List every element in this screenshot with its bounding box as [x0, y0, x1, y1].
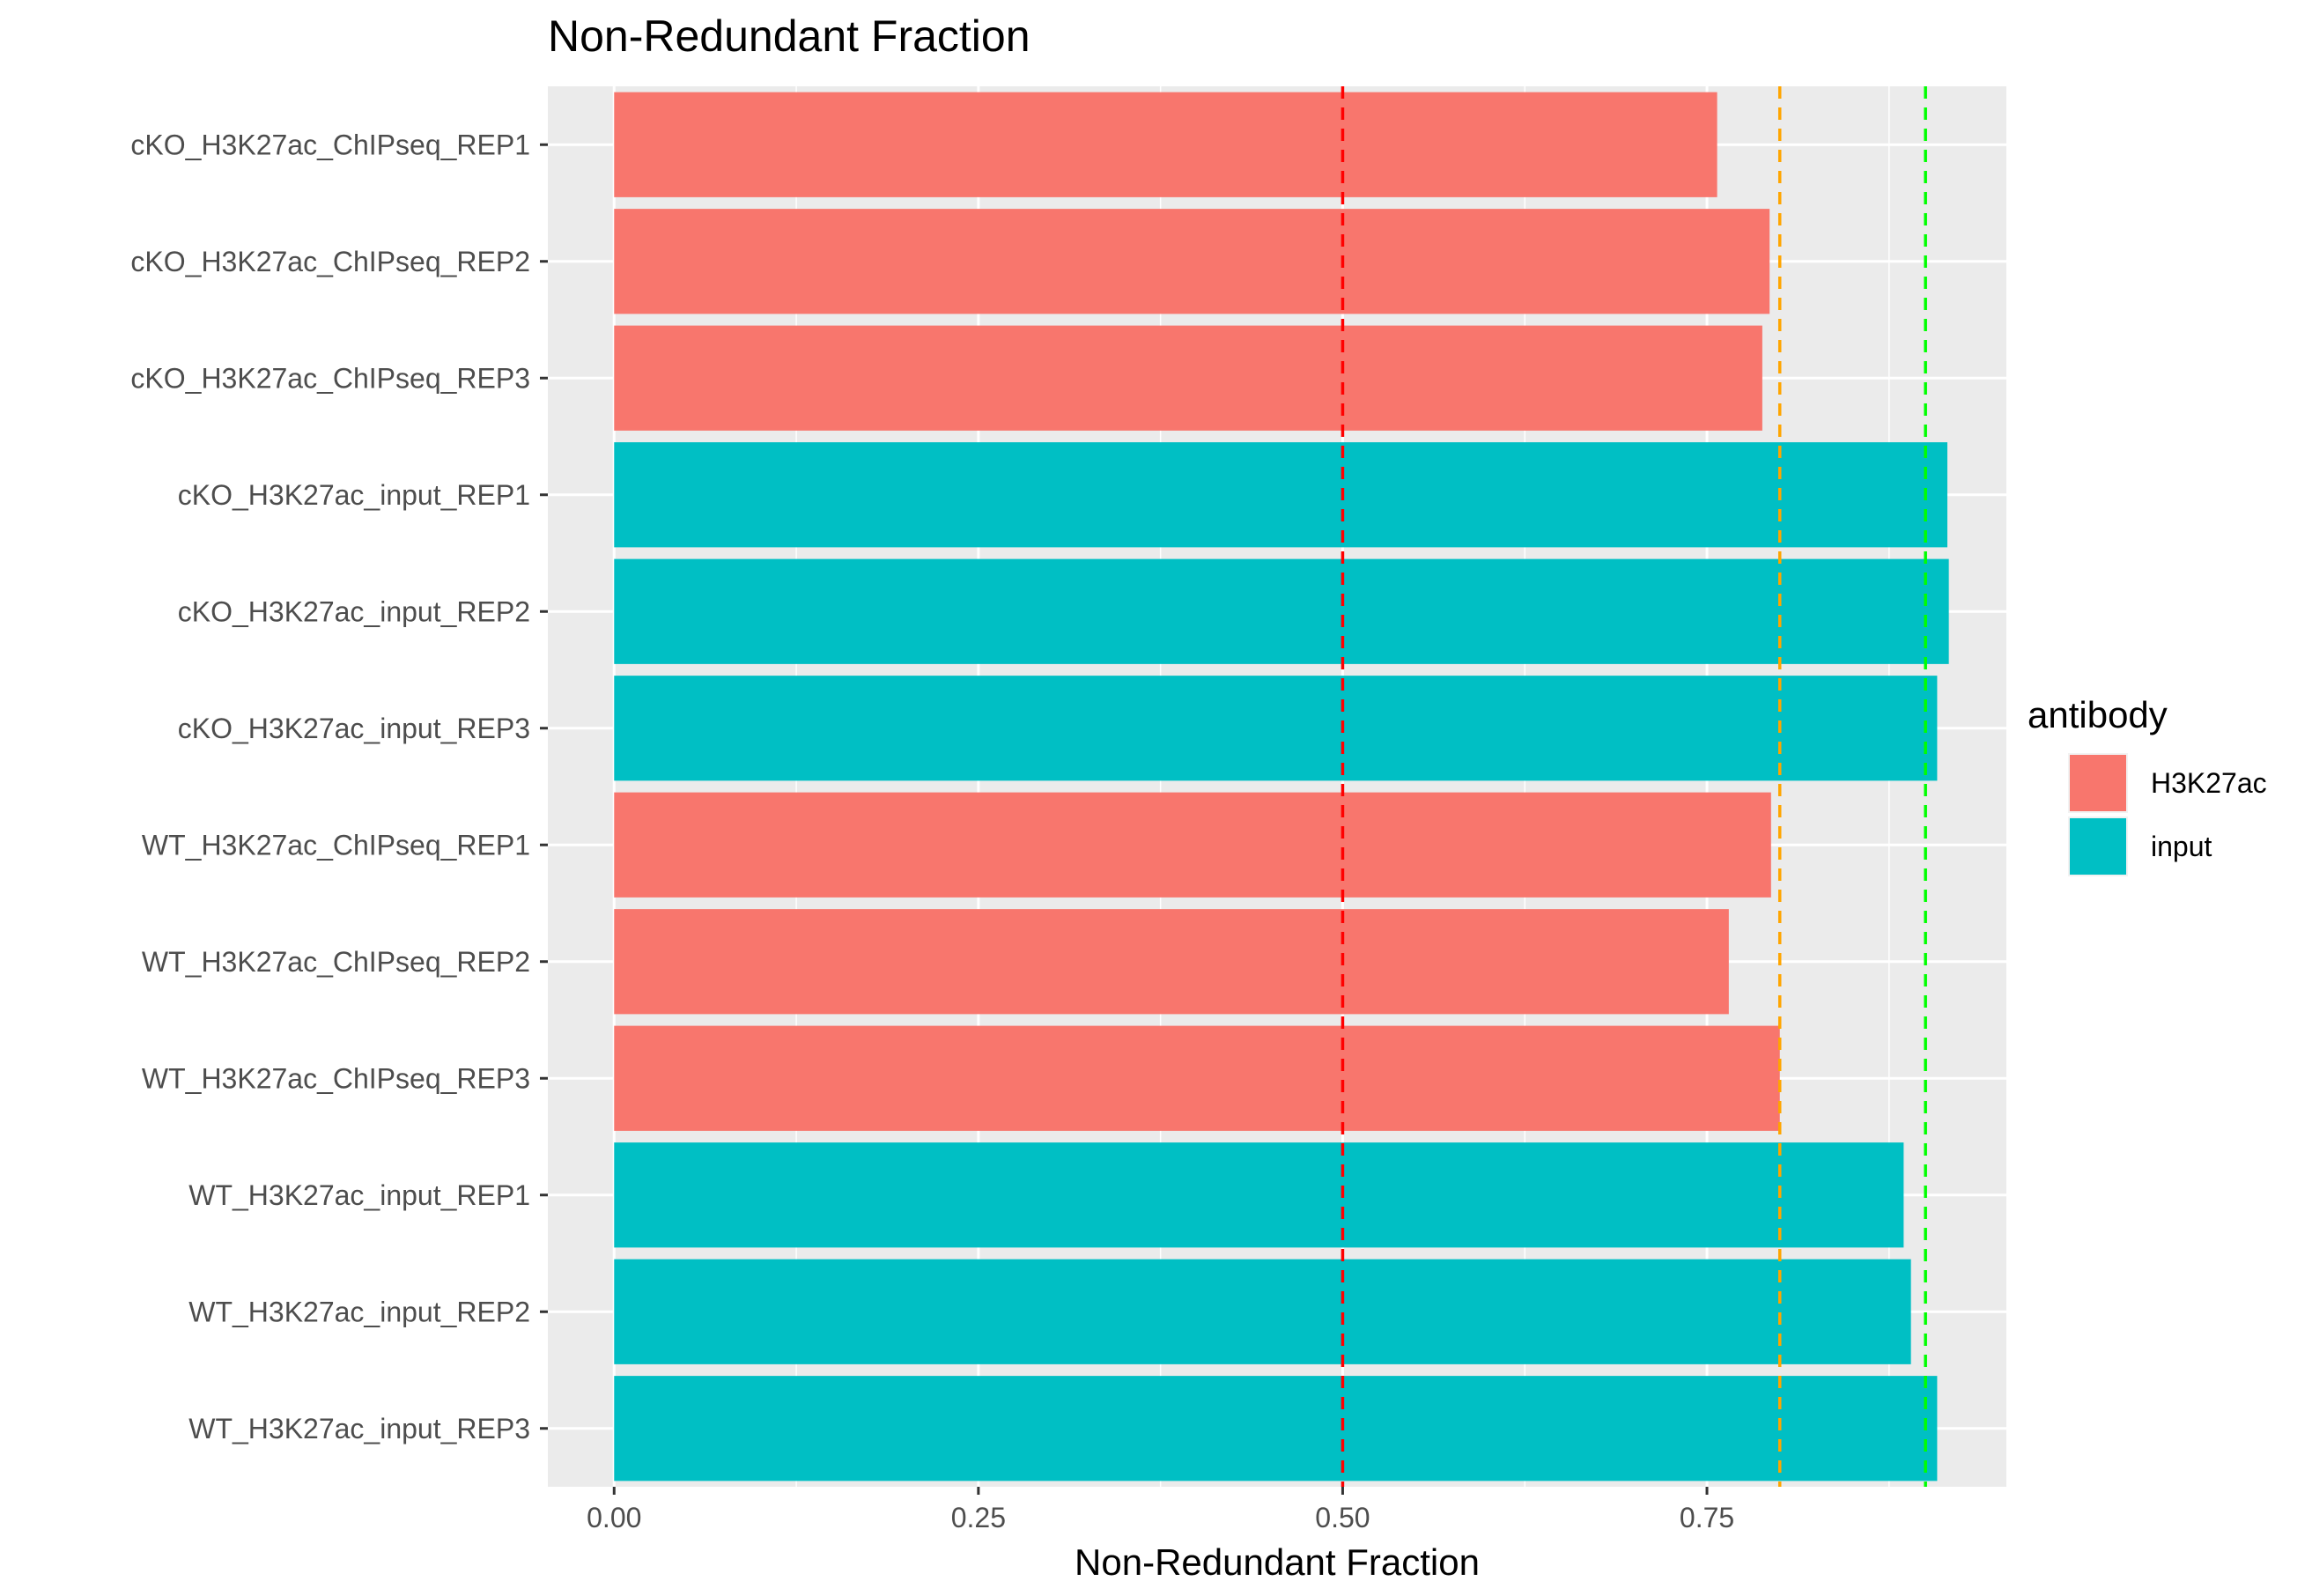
- y-axis: cKO_H3K27ac_ChIPseq_REP1 cKO_H3K27ac_ChIP…: [130, 129, 548, 1445]
- y-tick-label: cKO_H3K27ac_ChIPseq_REP2: [130, 246, 530, 277]
- y-tick-label: WT_H3K27ac_input_REP1: [188, 1179, 530, 1211]
- x-axis: 0.00 0.25 0.50 0.75: [587, 1487, 1734, 1533]
- bar-WT_H3K27ac_ChIPseq_REP3: [614, 1025, 1780, 1131]
- bar-WT_H3K27ac_input_REP3: [614, 1376, 1938, 1481]
- bar-cKO_H3K27ac_ChIPseq_REP1: [614, 92, 1717, 197]
- legend-key-input: [2070, 818, 2126, 875]
- bar-WT_H3K27ac_input_REP2: [614, 1259, 1911, 1364]
- y-tick-label: WT_H3K27ac_input_REP2: [188, 1296, 530, 1327]
- x-tick-label: 0.25: [951, 1502, 1006, 1533]
- x-tick-label: 0.50: [1315, 1502, 1370, 1533]
- bar-cKO_H3K27ac_ChIPseq_REP3: [614, 325, 1762, 431]
- x-tick-label: 0.75: [1680, 1502, 1734, 1533]
- bar-WT_H3K27ac_input_REP1: [614, 1142, 1904, 1248]
- y-tick-label: cKO_H3K27ac_input_REP3: [178, 713, 530, 744]
- bar-cKO_H3K27ac_input_REP2: [614, 558, 1949, 664]
- bar-WT_H3K27ac_ChIPseq_REP1: [614, 792, 1771, 898]
- bars: [614, 92, 1949, 1481]
- legend-label: input: [2151, 831, 2212, 862]
- legend: antibody H3K27ac input: [2028, 694, 2267, 876]
- legend-label: H3K27ac: [2151, 767, 2267, 799]
- legend-key-H3K27ac: [2070, 755, 2126, 811]
- chart-title: Non-Redundant Fraction: [548, 11, 1030, 61]
- x-axis-label: Non-Redundant Fraction: [1075, 1541, 1480, 1583]
- y-tick-label: WT_H3K27ac_ChIPseq_REP1: [142, 829, 530, 861]
- y-tick-label: cKO_H3K27ac_ChIPseq_REP1: [130, 129, 530, 160]
- y-tick-label: WT_H3K27ac_ChIPseq_REP2: [142, 946, 530, 978]
- bar-cKO_H3K27ac_ChIPseq_REP2: [614, 209, 1770, 314]
- y-tick-label: cKO_H3K27ac_input_REP2: [178, 595, 530, 627]
- y-tick-label: WT_H3K27ac_input_REP3: [188, 1413, 530, 1445]
- bar-WT_H3K27ac_ChIPseq_REP2: [614, 909, 1729, 1015]
- plot-panel: [548, 86, 2006, 1487]
- reference-lines: [1341, 86, 1927, 1487]
- y-tick-label: cKO_H3K27ac_input_REP1: [178, 479, 530, 511]
- x-tick-label: 0.00: [587, 1502, 641, 1533]
- y-tick-label: cKO_H3K27ac_ChIPseq_REP3: [130, 362, 530, 394]
- y-tick-label: WT_H3K27ac_ChIPseq_REP3: [142, 1062, 530, 1094]
- grid-minor: [795, 86, 1890, 1487]
- bar-cKO_H3K27ac_input_REP3: [614, 676, 1938, 781]
- bar-cKO_H3K27ac_input_REP1: [614, 442, 1947, 548]
- legend-title: antibody: [2028, 694, 2168, 735]
